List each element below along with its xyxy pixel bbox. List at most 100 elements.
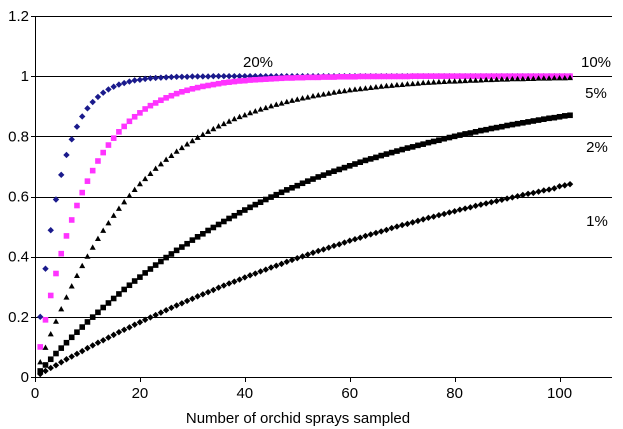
data-point (231, 212, 238, 219)
data-point (152, 74, 159, 82)
data-point (367, 84, 374, 90)
data-point (373, 73, 379, 80)
data-point (304, 251, 311, 258)
data-point (430, 213, 437, 220)
data-point (420, 73, 426, 79)
data-point (89, 167, 96, 174)
data-point (53, 350, 59, 357)
data-point (105, 334, 112, 341)
data-point (435, 78, 442, 85)
data-point (320, 91, 327, 97)
data-point (183, 297, 191, 305)
data-point (157, 74, 165, 81)
data-point (425, 214, 432, 222)
data-point (488, 199, 495, 206)
data-point (546, 75, 553, 81)
data-point (425, 79, 432, 85)
data-point (310, 74, 316, 81)
data-point (372, 229, 380, 237)
data-point (215, 72, 222, 80)
data-point (520, 119, 526, 126)
data-point (331, 74, 337, 80)
data-point (99, 89, 107, 96)
data-point (179, 244, 185, 250)
data-point (294, 254, 301, 262)
data-point (178, 144, 185, 151)
data-point (105, 300, 112, 306)
data-point (393, 223, 401, 230)
data-point (53, 270, 59, 277)
data-point (409, 219, 416, 226)
data-point (457, 132, 463, 138)
data-point (210, 224, 217, 231)
data-point (121, 286, 127, 293)
data-point (341, 87, 348, 94)
data-point (467, 204, 474, 211)
data-point (121, 198, 128, 205)
data-point (451, 73, 458, 79)
data-point (131, 321, 138, 328)
data-point (367, 73, 374, 80)
data-point (220, 282, 228, 289)
data-point (178, 300, 186, 307)
data-point (110, 212, 117, 218)
data-point (47, 356, 54, 363)
data-point (173, 90, 180, 97)
data-point (504, 122, 510, 129)
x-tick-label: 60 (341, 385, 358, 402)
data-point (168, 304, 175, 312)
series-label: 5% (585, 85, 607, 102)
data-point (467, 77, 474, 83)
series-5pct (37, 74, 574, 365)
data-point (462, 77, 469, 84)
data-point (336, 241, 343, 248)
x-axis-title: Number of orchid sprays sampled (186, 410, 410, 427)
data-point (120, 326, 128, 333)
data-point (262, 104, 269, 111)
data-point (89, 244, 96, 250)
data-point (184, 87, 190, 94)
data-point (551, 74, 558, 81)
data-point (477, 201, 485, 208)
data-point (126, 282, 133, 289)
y-tick-label: 0.4 (8, 249, 29, 266)
data-point (110, 135, 117, 141)
data-point (398, 221, 406, 229)
data-point (362, 85, 369, 91)
data-point (84, 105, 91, 112)
data-point (299, 180, 306, 187)
data-point (210, 72, 217, 80)
data-point (121, 123, 127, 130)
data-point (210, 286, 217, 294)
data-point (283, 187, 290, 193)
data-point (184, 141, 191, 147)
data-point (493, 197, 500, 205)
y-tick-label: 1.2 (8, 8, 29, 25)
data-point (394, 148, 400, 154)
y-tick-label: 1 (21, 68, 29, 85)
data-point (378, 83, 385, 89)
data-point (47, 292, 54, 299)
data-point (451, 78, 458, 84)
data-point (147, 266, 154, 272)
data-point (467, 73, 474, 79)
x-tick-label: 100 (547, 385, 572, 402)
data-point (346, 237, 353, 244)
data-point (179, 89, 185, 95)
data-point (498, 196, 506, 204)
data-point (472, 129, 479, 135)
data-point (299, 74, 306, 81)
data-point (268, 76, 274, 82)
series-2pct (37, 112, 573, 374)
data-point (362, 157, 369, 164)
data-point (115, 328, 123, 336)
data-point (168, 152, 175, 158)
data-point (79, 324, 86, 330)
data-point (404, 80, 411, 87)
data-point (136, 319, 144, 326)
data-point (430, 79, 437, 85)
data-point (325, 244, 332, 251)
data-point (257, 199, 264, 206)
data-point (142, 106, 148, 112)
data-point (131, 186, 138, 192)
